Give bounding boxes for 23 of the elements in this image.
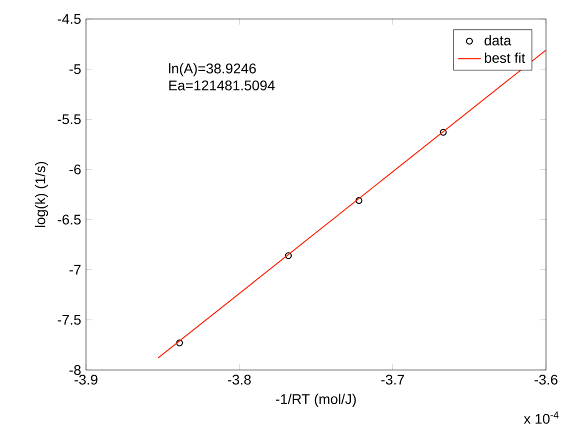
annotation: Ea=121481.5094 [169,80,275,90]
text: x 10$^{-4}$ [524,412,559,424]
y-tick-label: -4.5 [58,14,81,24]
point [440,128,447,136]
y-tick-label: -5 [69,64,81,74]
y-tick-label: -7.5 [58,314,81,325]
y-tick-label: -6 [69,164,81,174]
x-tick-label: -3.8 [228,374,251,385]
y-tick-label: -6.5 [58,214,81,225]
legend-label: data [484,35,512,46]
y-tick-label: -8 [69,365,81,375]
legend-label: best fit [484,52,526,63]
x-axis-title: -1/RT (mol/J) [276,394,356,407]
point [355,197,362,204]
annotation: ln(A)=38.9246 [169,63,256,76]
point [176,339,184,346]
point [284,252,292,260]
y-axis-title: log(k) (1/s) [34,162,48,228]
x-tick-label: -3.7 [381,374,404,385]
y-tick-label: -5.5 [58,114,81,124]
y-tick-label: -7 [69,264,81,275]
x-tick-label: -3.6 [534,374,558,385]
x-tick-label: -3.9 [74,374,98,385]
